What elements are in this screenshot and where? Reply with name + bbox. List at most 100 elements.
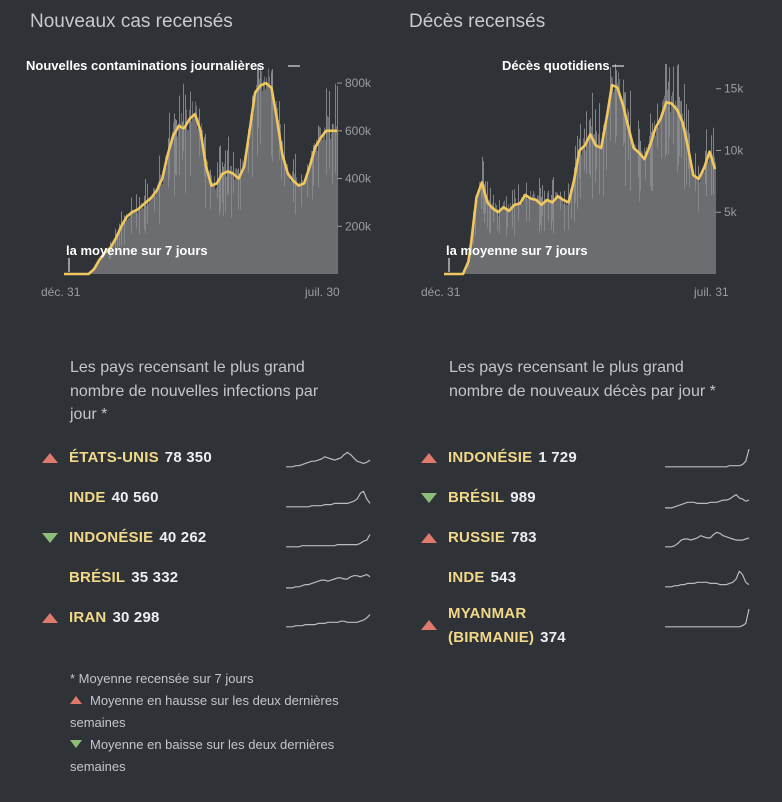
cases-daily-bar	[160, 174, 162, 274]
deaths-daily-bar	[702, 167, 704, 274]
deaths-daily-bar	[639, 144, 641, 274]
deaths-daily-bar	[662, 101, 664, 274]
cases-daily-bar	[133, 211, 135, 274]
cases-daily-bar	[140, 209, 142, 274]
cases-daily-bar	[272, 71, 274, 274]
cases-daily-bar	[323, 135, 325, 274]
deaths-daily-bar	[485, 194, 487, 274]
cases-daily-bar	[274, 104, 276, 275]
deaths-daily-bar	[598, 134, 600, 274]
down-arrow-icon	[42, 533, 58, 543]
deaths-daily-bar	[594, 134, 596, 274]
deaths-daily-bar	[692, 169, 694, 274]
deaths-daily-bar	[571, 195, 573, 274]
deaths-daily-bar	[533, 191, 535, 274]
deaths-daily-bar	[537, 195, 539, 274]
deaths-daily-bar	[708, 161, 710, 274]
deaths-daily-bar	[477, 199, 479, 274]
deaths-daily-bar	[466, 267, 468, 274]
deaths-daily-bar	[613, 92, 615, 274]
cases-daily-bar	[170, 146, 172, 274]
cases-daily-bar	[148, 203, 150, 274]
deaths-daily-bar	[660, 115, 662, 274]
cases-daily-bar	[313, 150, 315, 274]
deaths-daily-bar	[475, 204, 477, 274]
deaths-daily-bar	[619, 78, 621, 275]
deaths-daily-bar	[625, 111, 627, 274]
deaths-daily-bar	[656, 128, 658, 274]
cases-daily-bar	[193, 118, 195, 274]
cases-daily-bar	[127, 219, 129, 274]
cases-daily-bar	[164, 172, 166, 274]
country-row: BRÉSIL 989	[448, 489, 536, 506]
deaths-daily-bar	[529, 197, 531, 274]
deaths-daily-bar	[648, 143, 650, 274]
deaths-daily-bar	[679, 121, 681, 274]
deaths-daily-bar	[507, 212, 509, 274]
cases-daily-bar	[305, 175, 307, 274]
cases-daily-bar	[301, 183, 303, 274]
deaths-daily-bar	[675, 101, 677, 274]
deaths-daily-bar	[591, 126, 593, 274]
deaths-daily-bar	[566, 199, 568, 274]
cases-daily-bar	[260, 87, 262, 274]
cases-daily-bar	[104, 252, 106, 274]
deaths-daily-bar	[710, 159, 712, 274]
cases-daily-bar	[211, 175, 213, 274]
cases-daily-bar	[263, 80, 265, 274]
deaths-daily-bar	[506, 208, 508, 274]
sparkline	[665, 494, 750, 509]
deaths-daily-bar	[494, 207, 496, 274]
cases-daily-bar	[289, 172, 291, 274]
cases-daily-bar	[219, 171, 221, 274]
cases-daily-bar	[234, 179, 236, 274]
cases-daily-bar	[328, 117, 330, 274]
cases-daily-bar	[178, 123, 180, 274]
country-name: MYANMAR	[448, 605, 527, 622]
deaths-daily-bar	[695, 169, 697, 274]
deaths-daily-bar	[516, 204, 518, 274]
cases-daily-bar	[159, 179, 161, 274]
deaths-daily-bar	[647, 154, 649, 274]
cases-daily-bar	[174, 137, 176, 274]
deaths-daily-bar	[486, 200, 488, 274]
cases-daily-bar	[162, 183, 164, 274]
deaths-daily-bar	[517, 204, 519, 274]
cases-daily-bar	[195, 101, 197, 274]
cases-daily-bar	[171, 138, 173, 274]
deaths-daily-bar	[640, 141, 642, 274]
cases-avg-line	[64, 81, 337, 276]
country-name: ÉTATS-UNIS	[69, 449, 159, 466]
cases-daily-bar	[129, 217, 131, 274]
deaths-daily-bar	[627, 108, 629, 275]
down-arrow-icon	[70, 740, 82, 749]
deaths-xtick-label: juil. 31	[693, 285, 729, 299]
deaths-daily-bar	[654, 120, 656, 274]
deaths-avg-line	[444, 83, 717, 276]
cases-daily-bar	[336, 126, 338, 275]
deaths-daily-bar	[572, 181, 574, 274]
cases-daily-bar	[267, 83, 269, 274]
deaths-daily-bar	[631, 138, 633, 274]
up-arrow-icon	[421, 533, 437, 543]
down-arrow-icon	[421, 493, 437, 503]
deaths-daily-bar	[534, 193, 536, 274]
cases-daily-bar	[213, 183, 215, 274]
cases-daily-bar	[204, 151, 206, 274]
deaths-daily-bar	[599, 139, 601, 274]
cases-daily-bar	[261, 71, 263, 274]
cases-daily-bar	[299, 181, 301, 274]
deaths-daily-label: Décès quotidiens	[502, 58, 610, 73]
cases-avg-label: la moyenne sur 7 jours	[66, 243, 208, 258]
cases-daily-bar	[255, 98, 257, 274]
deaths-daily-bar	[699, 182, 701, 274]
deaths-daily-bar	[538, 195, 540, 274]
sparkline	[665, 608, 750, 628]
deaths-daily-bar	[541, 197, 543, 274]
cases-daily-bar	[92, 271, 94, 274]
cases-daily-bar	[281, 150, 283, 274]
deaths-chart-title: Décès recensés	[409, 11, 546, 32]
deaths-daily-bar	[576, 158, 578, 274]
charts-area: 200k 400k 600k 800k déc. 31 juil. 30 la moyenn…	[26, 58, 744, 299]
cases-daily-bar	[284, 155, 286, 274]
